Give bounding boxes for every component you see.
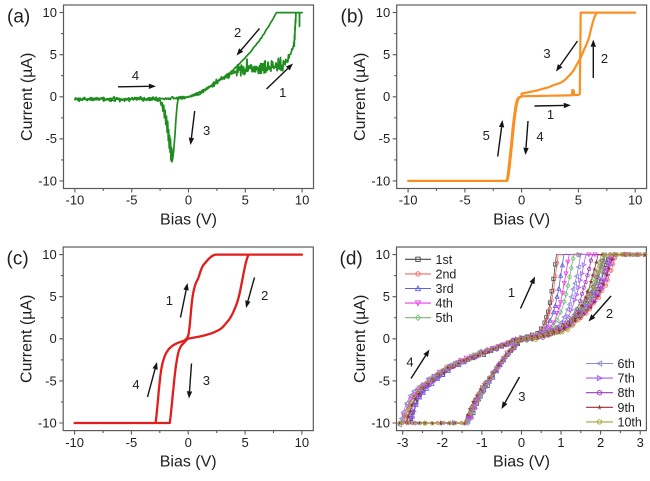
svg-text:4: 4	[132, 68, 139, 83]
svg-text:-10: -10	[371, 415, 390, 430]
svg-text:-5: -5	[45, 373, 57, 388]
svg-text:5: 5	[383, 289, 390, 304]
svg-text:-3: -3	[397, 435, 409, 450]
svg-text:-5: -5	[459, 193, 471, 208]
svg-text:-10: -10	[65, 435, 84, 450]
svg-text:-10: -10	[38, 173, 57, 188]
svg-text:5: 5	[575, 193, 582, 208]
svg-text:Current (µA): Current (µA)	[352, 53, 369, 141]
svg-text:3: 3	[203, 123, 210, 138]
svg-text:1: 1	[557, 435, 564, 450]
svg-text:5: 5	[50, 47, 57, 62]
svg-text:4: 4	[406, 355, 413, 370]
svg-text:-10: -10	[66, 193, 85, 208]
svg-text:10: 10	[43, 5, 57, 20]
svg-text:Current (µA): Current (µA)	[19, 53, 36, 141]
svg-text:4th: 4th	[436, 297, 453, 311]
svg-text:2: 2	[234, 25, 241, 40]
svg-text:3: 3	[203, 373, 210, 388]
svg-text:1st: 1st	[436, 253, 453, 267]
svg-text:Current (µA): Current (µA)	[352, 295, 369, 383]
svg-text:10: 10	[376, 5, 390, 20]
svg-text:5: 5	[483, 128, 490, 143]
svg-text:10: 10	[628, 193, 642, 208]
svg-text:9th: 9th	[618, 401, 635, 415]
svg-text:0: 0	[518, 193, 525, 208]
svg-text:2: 2	[601, 51, 608, 66]
svg-text:5: 5	[383, 47, 390, 62]
svg-text:1: 1	[547, 107, 554, 122]
svg-text:3: 3	[518, 389, 525, 404]
svg-text:5: 5	[49, 289, 56, 304]
svg-text:4: 4	[536, 129, 543, 144]
svg-text:5: 5	[242, 193, 249, 208]
svg-text:-5: -5	[378, 373, 390, 388]
svg-text:5th: 5th	[436, 311, 453, 325]
svg-text:2nd: 2nd	[436, 267, 457, 281]
svg-text:0: 0	[49, 331, 56, 346]
svg-text:1: 1	[508, 285, 515, 300]
svg-text:2: 2	[261, 288, 268, 303]
svg-text:0: 0	[518, 435, 525, 450]
svg-text:2: 2	[606, 306, 613, 321]
svg-text:-5: -5	[379, 131, 391, 146]
svg-text:0: 0	[185, 435, 192, 450]
svg-text:2: 2	[597, 435, 604, 450]
svg-text:5: 5	[241, 435, 248, 450]
svg-text:6th: 6th	[618, 357, 635, 371]
svg-text:3: 3	[637, 435, 644, 450]
svg-text:1: 1	[166, 293, 173, 308]
svg-text:Bias (V): Bias (V)	[493, 454, 550, 471]
svg-text:-5: -5	[126, 435, 138, 450]
svg-text:-1: -1	[476, 435, 488, 450]
svg-text:10: 10	[295, 193, 309, 208]
svg-text:1: 1	[279, 85, 286, 100]
svg-text:(d): (d)	[340, 249, 363, 270]
svg-text:0: 0	[383, 89, 390, 104]
svg-text:10: 10	[42, 247, 56, 262]
svg-text:0: 0	[383, 331, 390, 346]
svg-text:(c): (c)	[7, 249, 29, 270]
svg-text:10th: 10th	[618, 415, 642, 429]
svg-text:0: 0	[50, 89, 57, 104]
svg-text:-10: -10	[371, 173, 390, 188]
svg-text:-10: -10	[399, 193, 418, 208]
svg-text:(b): (b)	[341, 7, 364, 28]
svg-text:4: 4	[132, 377, 139, 392]
svg-text:0: 0	[185, 193, 192, 208]
svg-text:Bias (V): Bias (V)	[160, 212, 217, 229]
svg-text:Current (µA): Current (µA)	[19, 295, 36, 383]
svg-text:-5: -5	[45, 131, 57, 146]
svg-text:-2: -2	[437, 435, 449, 450]
svg-text:Bias (V): Bias (V)	[160, 454, 217, 471]
svg-text:(a): (a)	[7, 7, 30, 28]
svg-text:8th: 8th	[618, 386, 635, 400]
svg-text:7th: 7th	[618, 372, 635, 386]
svg-text:3: 3	[543, 46, 550, 61]
svg-text:10: 10	[295, 435, 309, 450]
svg-text:3rd: 3rd	[436, 282, 454, 296]
svg-text:-10: -10	[38, 415, 57, 430]
svg-text:Bias (V): Bias (V)	[493, 212, 550, 229]
svg-text:10: 10	[376, 247, 390, 262]
svg-text:-5: -5	[126, 193, 138, 208]
